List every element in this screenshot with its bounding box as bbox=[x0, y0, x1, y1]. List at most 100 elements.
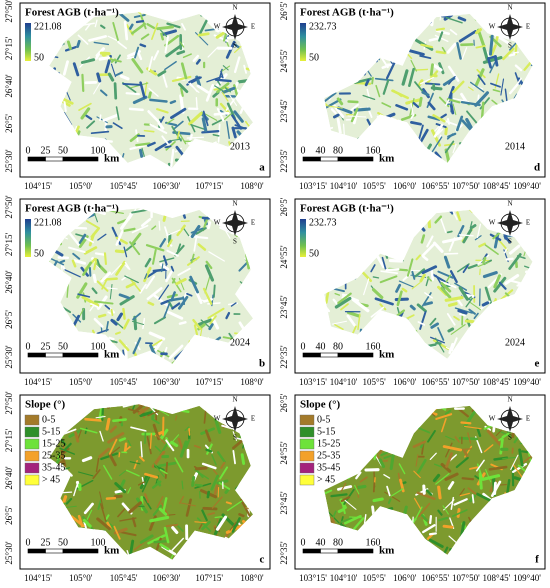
terrain-stroke bbox=[197, 243, 207, 251]
terrain-stroke bbox=[475, 492, 492, 503]
terrain-stroke bbox=[460, 421, 472, 425]
terrain-stroke bbox=[60, 449, 67, 467]
terrain-stroke bbox=[467, 86, 474, 91]
terrain-stroke bbox=[157, 70, 167, 77]
terrain-stroke bbox=[151, 225, 157, 230]
terrain-stroke bbox=[417, 79, 424, 87]
lon-label: 106°0' bbox=[393, 181, 417, 191]
lat-label: 26°5' bbox=[279, 1, 289, 20]
terrain-stroke bbox=[340, 482, 347, 492]
legend-max: 232.73 bbox=[309, 21, 337, 32]
terrain-stroke bbox=[381, 102, 392, 108]
lon-label: 105°5' bbox=[363, 181, 387, 191]
terrain-stroke bbox=[452, 103, 457, 116]
terrain-stroke bbox=[437, 327, 445, 341]
terrain-stroke bbox=[214, 78, 232, 83]
terrain-stroke bbox=[159, 543, 170, 551]
terrain-stroke bbox=[467, 296, 473, 301]
terrain-stroke bbox=[330, 108, 337, 115]
terrain-stroke bbox=[153, 463, 165, 478]
legend-max: 232.73 bbox=[309, 217, 337, 228]
terrain-stroke bbox=[464, 319, 475, 324]
terrain-stroke bbox=[105, 514, 110, 520]
terrain-stroke bbox=[337, 485, 353, 491]
terrain-stroke bbox=[211, 496, 223, 509]
terrain-stroke bbox=[523, 60, 533, 71]
terrain-stroke bbox=[221, 424, 233, 430]
terrain-stroke bbox=[437, 516, 449, 522]
terrain-stroke bbox=[190, 225, 201, 239]
terrain-stroke bbox=[130, 278, 141, 292]
terrain-stroke bbox=[94, 252, 106, 256]
scale-unit: km bbox=[379, 545, 394, 557]
terrain-stroke bbox=[467, 264, 478, 270]
terrain-stroke bbox=[164, 309, 184, 320]
terrain-stroke bbox=[406, 314, 415, 320]
terrain-stroke bbox=[401, 69, 409, 86]
terrain-stroke bbox=[337, 292, 352, 305]
terrain-stroke bbox=[195, 97, 198, 110]
terrain-stroke bbox=[131, 517, 137, 528]
legend-title: Forest AGB (t·ha⁻¹) bbox=[25, 203, 119, 215]
terrain-stroke bbox=[333, 287, 345, 293]
terrain-stroke bbox=[172, 120, 184, 131]
terrain-stroke bbox=[219, 102, 230, 114]
terrain-stroke bbox=[128, 107, 144, 112]
terrain-stroke bbox=[458, 436, 479, 441]
terrain-stroke bbox=[421, 243, 435, 257]
lat-label: 23°45' bbox=[279, 295, 289, 319]
terrain-stroke bbox=[471, 494, 475, 504]
terrain-stroke bbox=[433, 241, 444, 253]
lat-label: 27°15' bbox=[4, 429, 14, 453]
terrain-stroke bbox=[146, 269, 158, 278]
compass-letter: W bbox=[214, 415, 221, 423]
lon-label: 104°10' bbox=[330, 181, 358, 191]
terrain-stroke bbox=[97, 313, 107, 318]
terrain-stroke bbox=[419, 54, 432, 60]
terrain-stroke bbox=[96, 116, 108, 124]
terrain-stroke bbox=[373, 453, 377, 461]
terrain-stroke bbox=[476, 428, 482, 437]
terrain-stroke bbox=[139, 43, 147, 48]
terrain-stroke bbox=[164, 35, 169, 54]
terrain-stroke bbox=[378, 458, 386, 469]
terrain-stroke bbox=[213, 484, 219, 495]
terrain-stroke bbox=[123, 246, 128, 258]
terrain-stroke bbox=[154, 433, 166, 445]
scale-label: 40 bbox=[316, 145, 326, 156]
terrain-stroke bbox=[73, 480, 79, 497]
terrain-stroke bbox=[324, 98, 342, 110]
terrain-stroke bbox=[447, 85, 455, 102]
terrain-stroke bbox=[123, 20, 129, 41]
terrain-stroke bbox=[125, 282, 136, 289]
terrain-stroke bbox=[106, 287, 118, 290]
year-label: 2014 bbox=[505, 141, 525, 152]
terrain-stroke bbox=[330, 493, 348, 498]
terrain-stroke bbox=[68, 246, 86, 254]
terrain-stroke bbox=[419, 311, 427, 330]
terrain-stroke bbox=[164, 60, 177, 71]
terrain-stroke bbox=[193, 444, 202, 449]
terrain-stroke bbox=[209, 315, 217, 325]
terrain-stroke bbox=[176, 130, 180, 140]
terrain-stroke bbox=[334, 292, 341, 296]
terrain-stroke bbox=[504, 274, 520, 285]
terrain-stroke bbox=[188, 112, 203, 126]
lat-label: 27°50' bbox=[4, 391, 14, 415]
scale-segment bbox=[320, 352, 339, 358]
terrain-stroke bbox=[151, 248, 157, 265]
terrain-stroke bbox=[222, 226, 231, 239]
compass-star bbox=[497, 406, 523, 432]
lon-label: 108°45' bbox=[483, 181, 511, 191]
terrain-stroke bbox=[449, 270, 458, 284]
terrain-stroke bbox=[72, 62, 80, 77]
terrain-stroke bbox=[219, 466, 229, 480]
terrain-stroke bbox=[420, 43, 433, 49]
terrain-stroke bbox=[488, 465, 508, 471]
terrain-stroke bbox=[100, 271, 112, 283]
terrain-stroke bbox=[149, 123, 168, 134]
terrain-stroke bbox=[342, 123, 345, 136]
scale-label: 25 bbox=[41, 341, 51, 352]
terrain-stroke bbox=[78, 233, 87, 245]
lon-label: 105°45' bbox=[110, 181, 138, 191]
